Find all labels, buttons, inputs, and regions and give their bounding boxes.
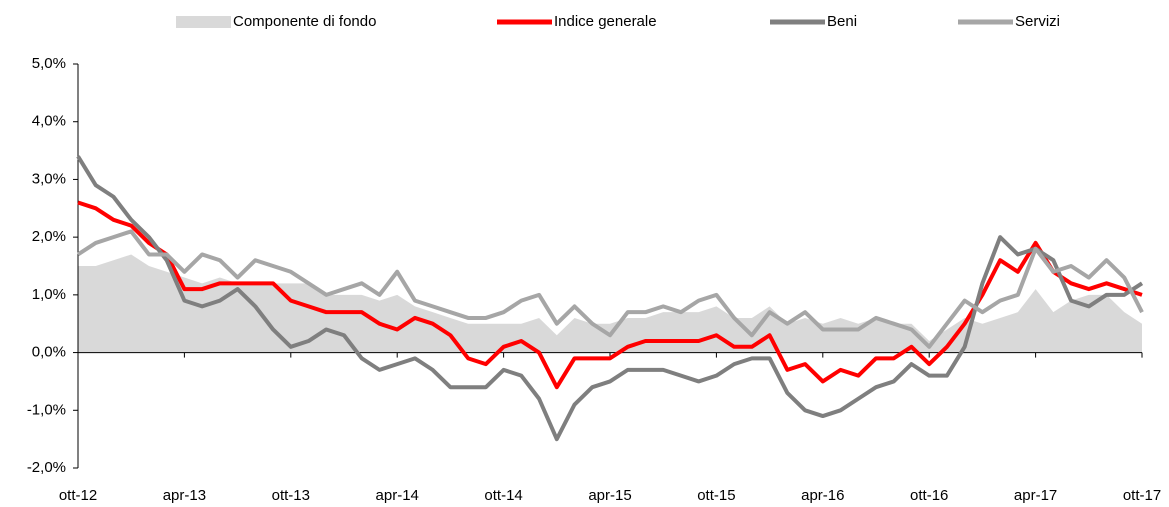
y-tick-label: -2,0% <box>27 459 66 476</box>
x-tick-label: apr-14 <box>376 487 419 504</box>
x-tick-label: ott-12 <box>59 487 97 504</box>
x-tick-label: ott-15 <box>697 487 735 504</box>
y-tick-label: -1,0% <box>27 401 66 418</box>
line <box>76 155 1144 442</box>
x-tick-label: ott-16 <box>910 487 948 504</box>
area <box>78 254 1142 353</box>
legend-label: Componente di fondo <box>233 13 376 30</box>
y-tick-label: 2,0% <box>32 228 66 245</box>
y-tick-label: 3,0% <box>32 170 66 187</box>
x-tick-label: ott-13 <box>272 487 310 504</box>
y-tick-label: 4,0% <box>32 113 66 130</box>
line <box>76 229 1144 349</box>
x-tick-label: apr-16 <box>801 487 844 504</box>
x-tick-label: apr-17 <box>1014 487 1057 504</box>
x-tick-label: ott-17 <box>1123 487 1161 504</box>
legend-label: Beni <box>827 13 857 30</box>
legend-label: Indice generale <box>554 13 657 30</box>
legend-swatch <box>176 16 231 28</box>
x-tick-label: apr-13 <box>163 487 206 504</box>
y-tick-label: 0,0% <box>32 344 66 361</box>
y-tick-label: 1,0% <box>32 286 66 303</box>
line <box>77 200 1143 390</box>
legend-label: Servizi <box>1015 13 1060 30</box>
x-tick-label: ott-14 <box>484 487 522 504</box>
x-tick-label: apr-15 <box>588 487 631 504</box>
y-tick-label: 5,0% <box>32 55 66 72</box>
